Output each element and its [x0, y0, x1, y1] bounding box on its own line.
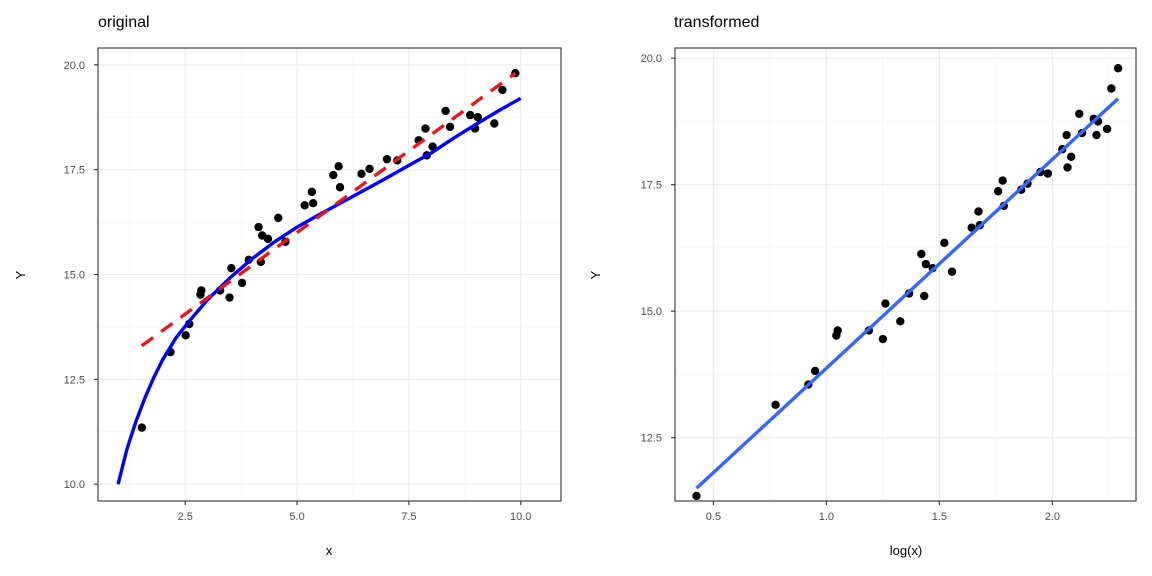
y-tick-label: 20.0: [641, 53, 662, 65]
data-point: [833, 326, 842, 335]
data-point: [465, 110, 475, 120]
original-fit-line-dashed: [140, 71, 517, 348]
original-chart: original x Y: [13, 14, 333, 558]
transformed-chart: transformed log(x) Y: [588, 14, 922, 558]
transformed-y-axis-title: Y: [588, 270, 603, 279]
data-point: [921, 259, 931, 269]
data-point: [307, 187, 317, 197]
transformed-fit-line-solid: [695, 97, 1120, 490]
x-tick-label: 2.0: [1045, 511, 1060, 523]
data-point: [896, 317, 905, 326]
data-point: [1102, 124, 1112, 134]
data-point: [197, 286, 206, 295]
y-tick-label: 20.0: [64, 60, 85, 72]
data-point: [1092, 130, 1101, 140]
x-tick-label: 7.5: [401, 511, 416, 523]
data-point: [137, 423, 147, 432]
data-point: [181, 331, 190, 340]
data-point: [227, 264, 236, 273]
data-point: [498, 85, 507, 95]
data-point: [1062, 130, 1071, 140]
y-tick-label: 10.0: [64, 479, 85, 491]
transformed-chart-title: transformed: [674, 14, 759, 31]
data-point: [237, 278, 247, 288]
data-point: [225, 293, 234, 302]
data-point: [254, 222, 263, 232]
x-tick-label: 0.5: [706, 511, 721, 523]
data-point: [1075, 109, 1084, 118]
data-point: [940, 238, 949, 248]
data-point: [308, 198, 318, 208]
original-panel-border: [97, 47, 562, 502]
data-point: [810, 366, 820, 376]
data-point: [300, 201, 309, 210]
data-point: [445, 122, 455, 132]
original-chart-title: original: [98, 14, 150, 31]
data-point: [382, 154, 392, 164]
data-point: [441, 106, 450, 116]
y-tick-label: 12.5: [64, 374, 85, 386]
data-point: [993, 187, 1003, 196]
data-point: [365, 164, 374, 173]
x-tick-label: 2.5: [178, 511, 193, 523]
x-tick-label: 1.0: [819, 511, 834, 523]
y-tick-label: 15.0: [641, 306, 662, 318]
original-x-axis-title: x: [326, 543, 333, 558]
data-point: [1066, 152, 1076, 162]
y-tick-label: 17.5: [64, 165, 85, 177]
x-tick-label: 10.0: [510, 511, 531, 523]
data-point: [917, 249, 926, 259]
data-point: [334, 162, 343, 171]
data-point: [998, 176, 1007, 185]
data-point: [1063, 163, 1072, 172]
data-point: [274, 213, 283, 223]
transformed-panel-border: [674, 47, 1137, 502]
data-point: [692, 491, 701, 501]
transformed-x-axis-title: log(x): [890, 543, 923, 558]
data-point: [335, 183, 345, 192]
data-point: [357, 169, 366, 179]
y-tick-label: 17.5: [641, 180, 662, 192]
x-tick-label: 1.5: [932, 511, 947, 523]
data-point: [421, 124, 430, 133]
data-point: [263, 234, 273, 244]
data-point: [329, 170, 338, 180]
data-point: [771, 400, 780, 410]
data-point: [974, 207, 983, 216]
data-point: [920, 291, 929, 301]
data-point: [1113, 64, 1123, 73]
original-y-axis-title: Y: [13, 270, 28, 279]
data-point: [1043, 169, 1053, 178]
data-point: [881, 299, 890, 308]
data-point: [490, 119, 499, 128]
y-tick-label: 12.5: [641, 433, 662, 445]
x-tick-label: 5.0: [289, 511, 304, 523]
data-point: [473, 113, 482, 122]
y-tick-label: 15.0: [64, 270, 85, 282]
data-point: [878, 334, 888, 344]
data-point: [1107, 84, 1116, 93]
transformed-plot-area: 0.5 1.0 1.5 2.0 12.5 15.0 17.5 20.0: [641, 47, 1137, 523]
data-point: [947, 267, 957, 276]
original-fit-line-solid: [116, 96, 522, 485]
original-plot-area: 2.5 5.0 7.5 10.0 10.0 12.5 15.0 17.5 20.0: [64, 47, 562, 523]
